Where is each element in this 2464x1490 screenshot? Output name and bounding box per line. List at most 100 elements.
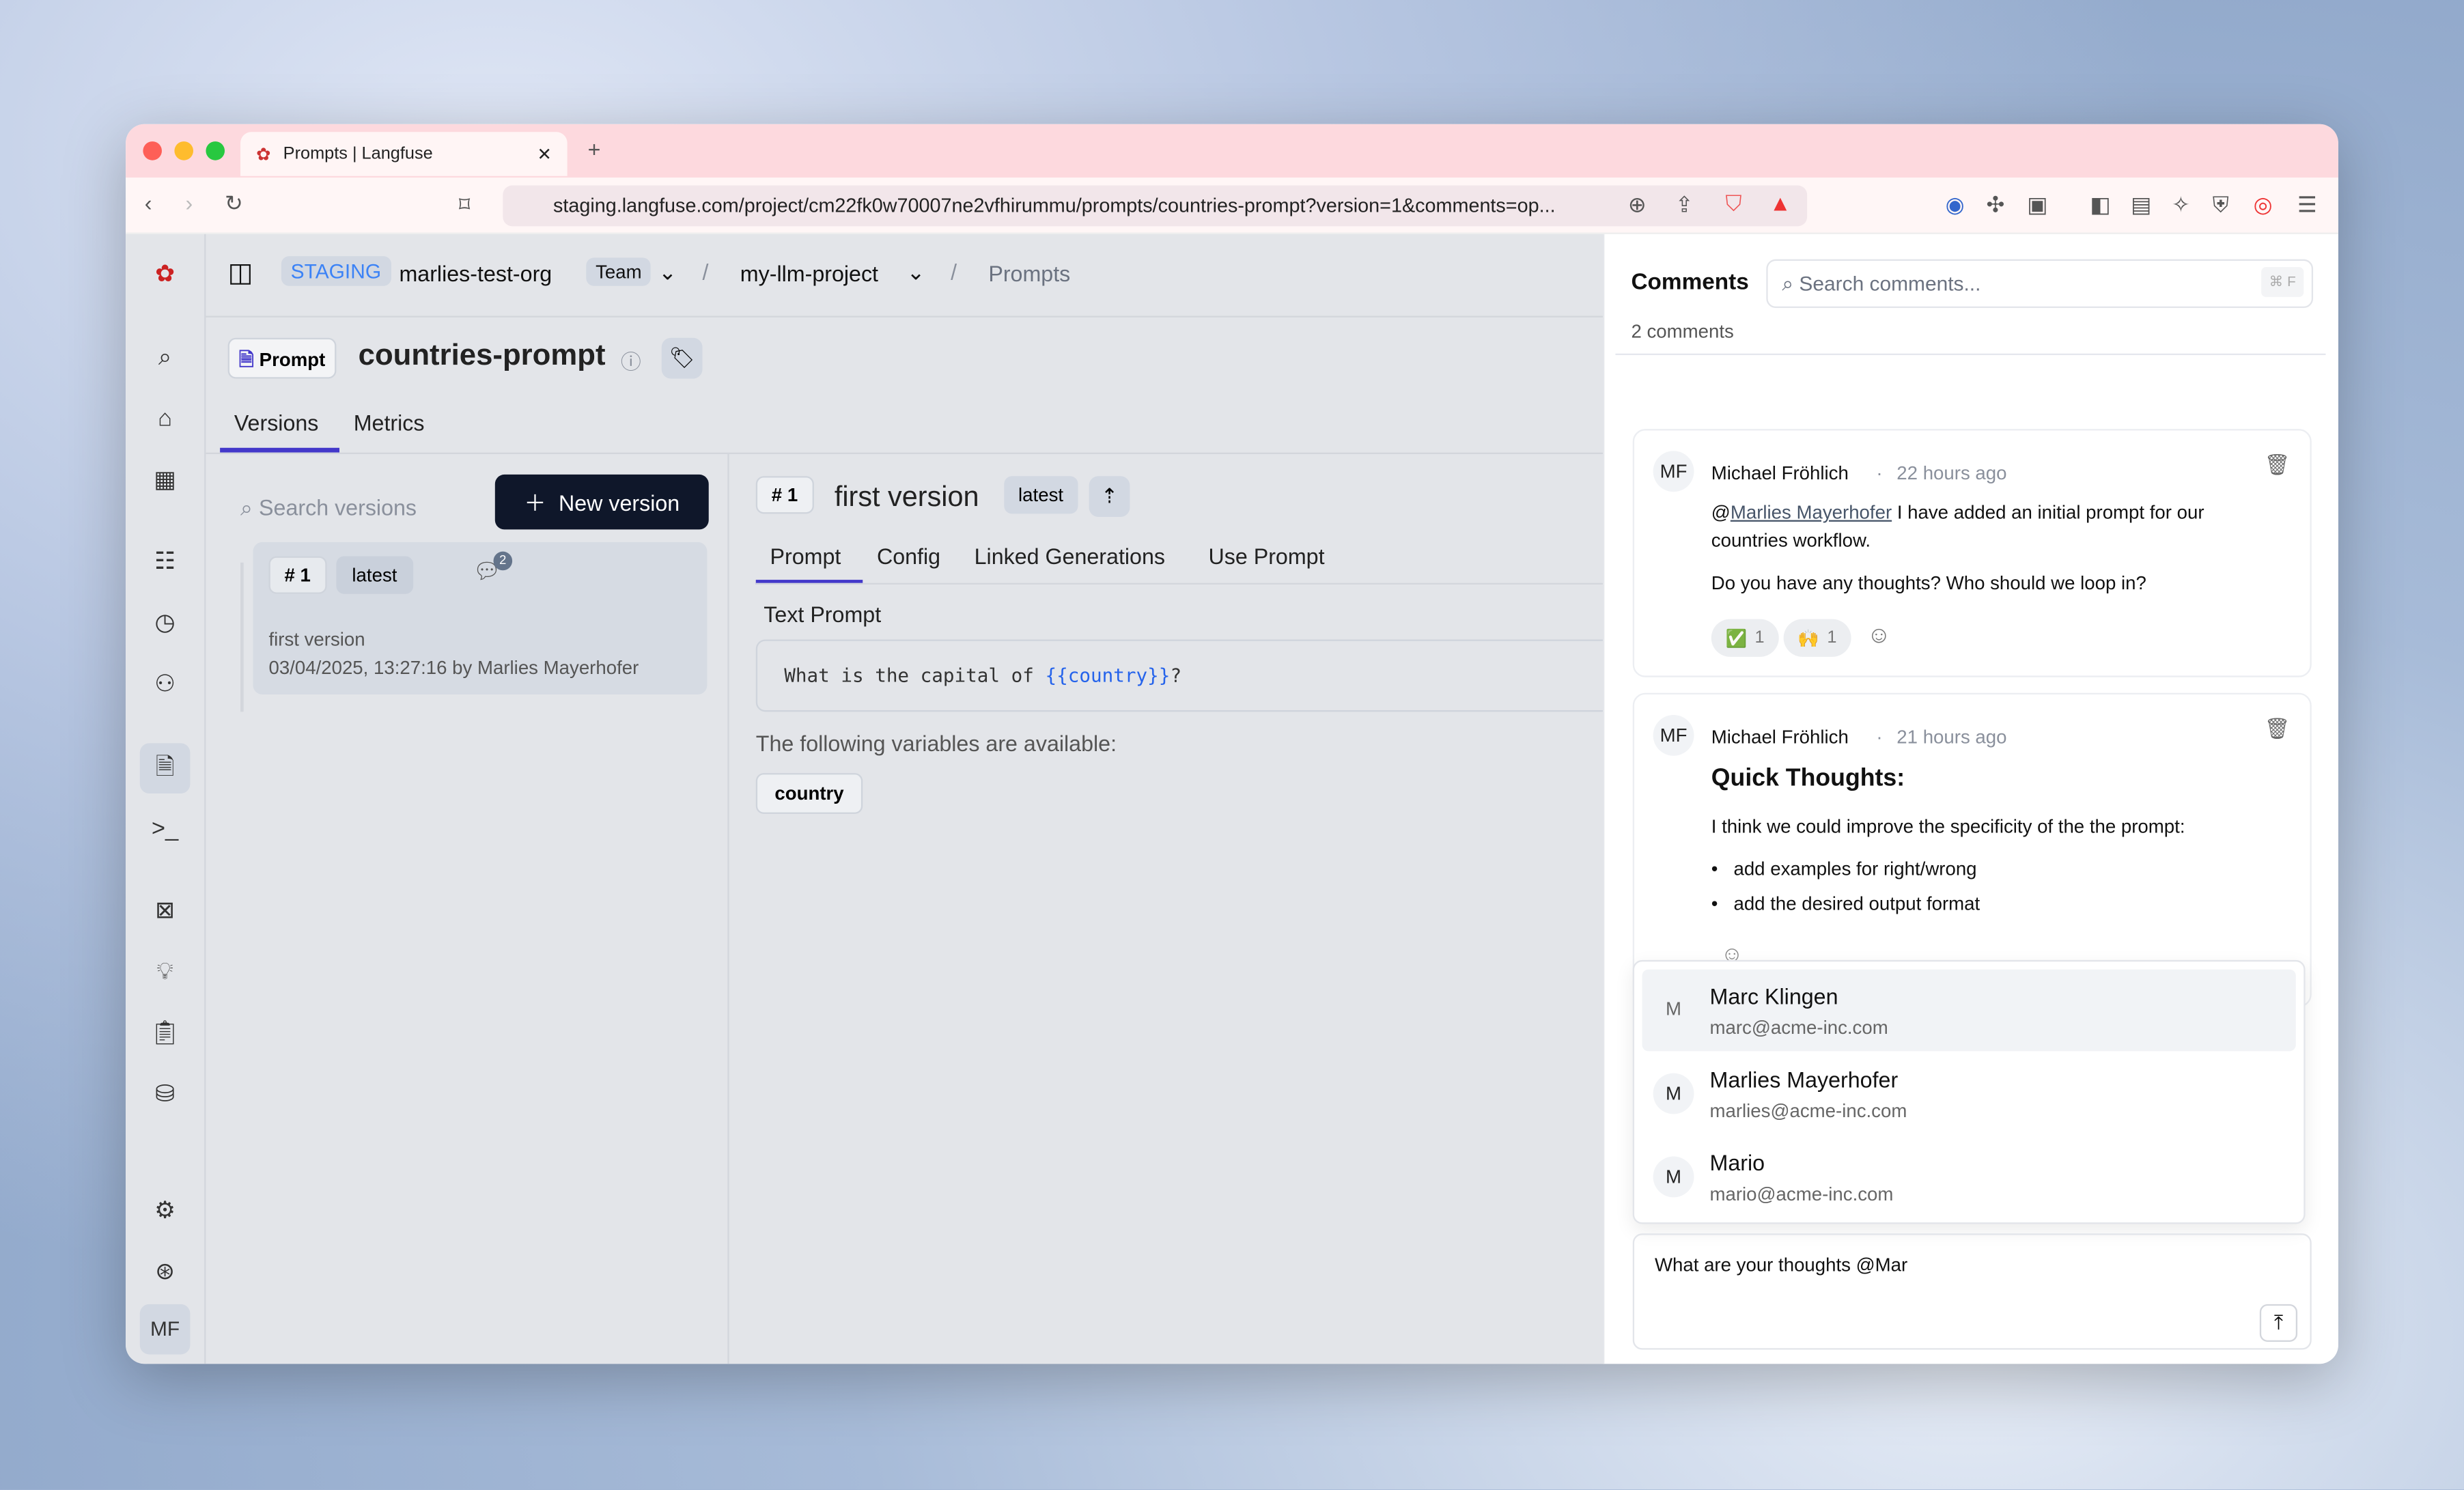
- sidebar-toggle-icon[interactable]: ◫: [227, 257, 253, 288]
- shortcut-hint: ⌘ F: [2261, 267, 2304, 297]
- tracing-icon[interactable]: ☷: [154, 548, 176, 576]
- password-manager-icon[interactable]: ◉: [1945, 191, 1965, 217]
- comment-text: Do you have any thoughts? Who should we …: [1711, 572, 2146, 594]
- plus-icon: ＋: [524, 489, 546, 515]
- address-bar-row: ‹ › ↻ ⌑ staging.langfuse.com/project/cm2…: [126, 178, 2338, 234]
- bookmark-icon[interactable]: ⌑: [458, 191, 471, 217]
- reaction-check[interactable]: ✅ 1: [1711, 619, 1779, 657]
- mention-option-marc[interactable]: M Marc Klingen marc@acme-inc.com: [1642, 969, 2296, 1052]
- plan-badge: Team: [586, 257, 652, 286]
- annotation-clipboard-icon[interactable]: 📋︎: [150, 1020, 180, 1047]
- comment-text: countries workflow.: [1711, 529, 1871, 552]
- prompt-text-box[interactable]: What is the capital of {{country}}?: [755, 639, 1612, 712]
- tab-config[interactable]: Config: [876, 544, 941, 569]
- tag-icon[interactable]: 🏷︎: [661, 337, 703, 379]
- close-tab-icon[interactable]: ✕: [537, 145, 552, 165]
- extensions-icon[interactable]: ✣: [1986, 191, 2005, 217]
- menu-icon[interactable]: ☰: [2297, 191, 2317, 217]
- text-prompt-heading: Text Prompt: [764, 602, 882, 628]
- variable-badge: country: [755, 773, 863, 814]
- breadcrumb-prompts[interactable]: Prompts: [988, 260, 1071, 286]
- minimize-window-button[interactable]: [174, 141, 194, 160]
- prompts-icon[interactable]: 🗎: [139, 743, 191, 794]
- add-reaction-icon[interactable]: ☺: [1866, 622, 1891, 649]
- breadcrumb-project[interactable]: my-llm-project: [740, 260, 879, 286]
- dashboards-icon[interactable]: ▦: [154, 466, 176, 494]
- sessions-clock-icon[interactable]: ◷: [154, 609, 176, 636]
- leo-ai-icon[interactable]: ✧: [2171, 191, 2190, 217]
- url-field[interactable]: staging.langfuse.com/project/cm22fk0w700…: [503, 185, 1808, 227]
- version-number-badge: # 1: [268, 556, 326, 594]
- divider: [727, 453, 729, 1364]
- forward-icon[interactable]: ›: [185, 190, 193, 216]
- timeline-line: [240, 562, 244, 712]
- datasets-database-icon[interactable]: ⛁: [155, 1081, 176, 1108]
- reaction-raised-hands[interactable]: 🙌 1: [1783, 619, 1851, 657]
- info-icon[interactable]: ⓘ: [620, 350, 641, 374]
- tab-versions[interactable]: Versions: [234, 410, 319, 436]
- project-chevron-down-icon[interactable]: ⌄: [906, 259, 925, 285]
- bullet-item: add the desired output format: [1733, 892, 1980, 915]
- wallet-icon[interactable]: ▤: [2131, 191, 2152, 217]
- settings-gear-icon[interactable]: ⚙: [154, 1197, 176, 1224]
- new-version-button[interactable]: ＋ New version: [494, 474, 709, 530]
- comment-author: Michael Fröhlich: [1711, 726, 1849, 748]
- avatar: MF: [1653, 451, 1694, 492]
- search-versions-input[interactable]: ⌕ Search versions: [240, 494, 417, 520]
- bullet-item: add examples for right/wrong: [1733, 858, 1977, 880]
- comment-input-text[interactable]: What are your thoughts @Mar: [1654, 1254, 1908, 1276]
- comment-input[interactable]: What are your thoughts @Mar ⤒: [1632, 1233, 2312, 1350]
- close-window-button[interactable]: [143, 141, 163, 160]
- brave-shield-icon[interactable]: ⛉: [1725, 190, 1742, 216]
- version-label-badge: latest: [336, 556, 413, 594]
- zoom-icon[interactable]: ⊕: [1627, 191, 1647, 217]
- back-icon[interactable]: ‹: [144, 190, 152, 216]
- version-list-item[interactable]: # 1 latest 💬︎ 2 first version 03/04/2025…: [253, 542, 708, 695]
- avatar: MF: [1653, 714, 1694, 756]
- reload-icon[interactable]: ↻: [225, 190, 244, 216]
- browser-tab[interactable]: ✿ Prompts | Langfuse ✕: [240, 132, 568, 176]
- tab-use-prompt[interactable]: Use Prompt: [1208, 544, 1325, 569]
- sidebar-toggle-icon[interactable]: ◧: [2090, 191, 2111, 217]
- submit-comment-icon[interactable]: ⤒: [2259, 1304, 2298, 1343]
- langfuse-logo-icon[interactable]: ✿: [155, 260, 176, 288]
- scores-icon[interactable]: ⊠: [155, 897, 176, 924]
- divider: [206, 452, 1604, 454]
- user-avatar[interactable]: MF: [139, 1304, 191, 1355]
- profile-icon[interactable]: ◎: [2253, 191, 2273, 217]
- users-icon[interactable]: ⚇: [154, 671, 176, 698]
- separator-dot: ·: [1876, 462, 1883, 484]
- tab-linked-generations[interactable]: Linked Generations: [974, 544, 1166, 569]
- vpn-icon[interactable]: ⛨: [2212, 191, 2229, 217]
- brave-rewards-icon[interactable]: ▲: [1769, 190, 1791, 216]
- mention-option-marlies[interactable]: M Marlies Mayerhofer marlies@acme-inc.co…: [1642, 1053, 2296, 1135]
- promote-version-icon[interactable]: ⇡: [1089, 476, 1130, 518]
- url-text: staging.langfuse.com/project/cm22fk0w700…: [552, 195, 1556, 217]
- mention-option-mario[interactable]: M Mario mario@acme-inc.com: [1642, 1136, 2296, 1218]
- new-tab-icon[interactable]: +: [587, 137, 601, 163]
- search-icon[interactable]: ⌕: [158, 343, 172, 371]
- mention-link[interactable]: Marlies Mayerhofer: [1730, 501, 1892, 524]
- breadcrumb-separator: /: [951, 259, 957, 285]
- home-icon[interactable]: ⌂: [158, 405, 173, 432]
- comment-count-badge: 2: [493, 551, 513, 571]
- share-icon[interactable]: ⇪: [1675, 191, 1694, 217]
- tab-prompt[interactable]: Prompt: [770, 544, 841, 569]
- playground-terminal-icon[interactable]: >_: [151, 815, 179, 843]
- zoom-window-button[interactable]: [206, 141, 225, 160]
- prompt-title: countries-prompt: [358, 339, 606, 373]
- langfuse-favicon-icon: ✿: [256, 145, 271, 165]
- org-chevron-down-icon[interactable]: ⌄: [658, 259, 677, 285]
- breadcrumb-header: ◫ STAGING marlies-test-org Team ⌄ / my-l…: [206, 234, 1604, 318]
- tab-metrics[interactable]: Metrics: [353, 410, 425, 436]
- delete-trash-icon[interactable]: 🗑︎: [2264, 452, 2291, 477]
- delete-trash-icon[interactable]: 🗑︎: [2264, 716, 2291, 740]
- tab-title: Prompts | Langfuse: [283, 144, 433, 164]
- support-lifebuoy-icon[interactable]: ⊛: [155, 1259, 176, 1286]
- comment-card: MF Michael Fröhlich · 21 hours ago 🗑︎ Qu…: [1632, 692, 2312, 1007]
- screenshot-icon[interactable]: ▣: [2027, 191, 2048, 217]
- search-comments-input[interactable]: ⌕ Search comments... ⌘ F: [1766, 259, 2314, 308]
- evaluators-lightbulb-icon[interactable]: 💡︎: [156, 958, 173, 985]
- breadcrumb-org[interactable]: marlies-test-org: [399, 260, 552, 286]
- comment-heading: Quick Thoughts:: [1711, 765, 1905, 792]
